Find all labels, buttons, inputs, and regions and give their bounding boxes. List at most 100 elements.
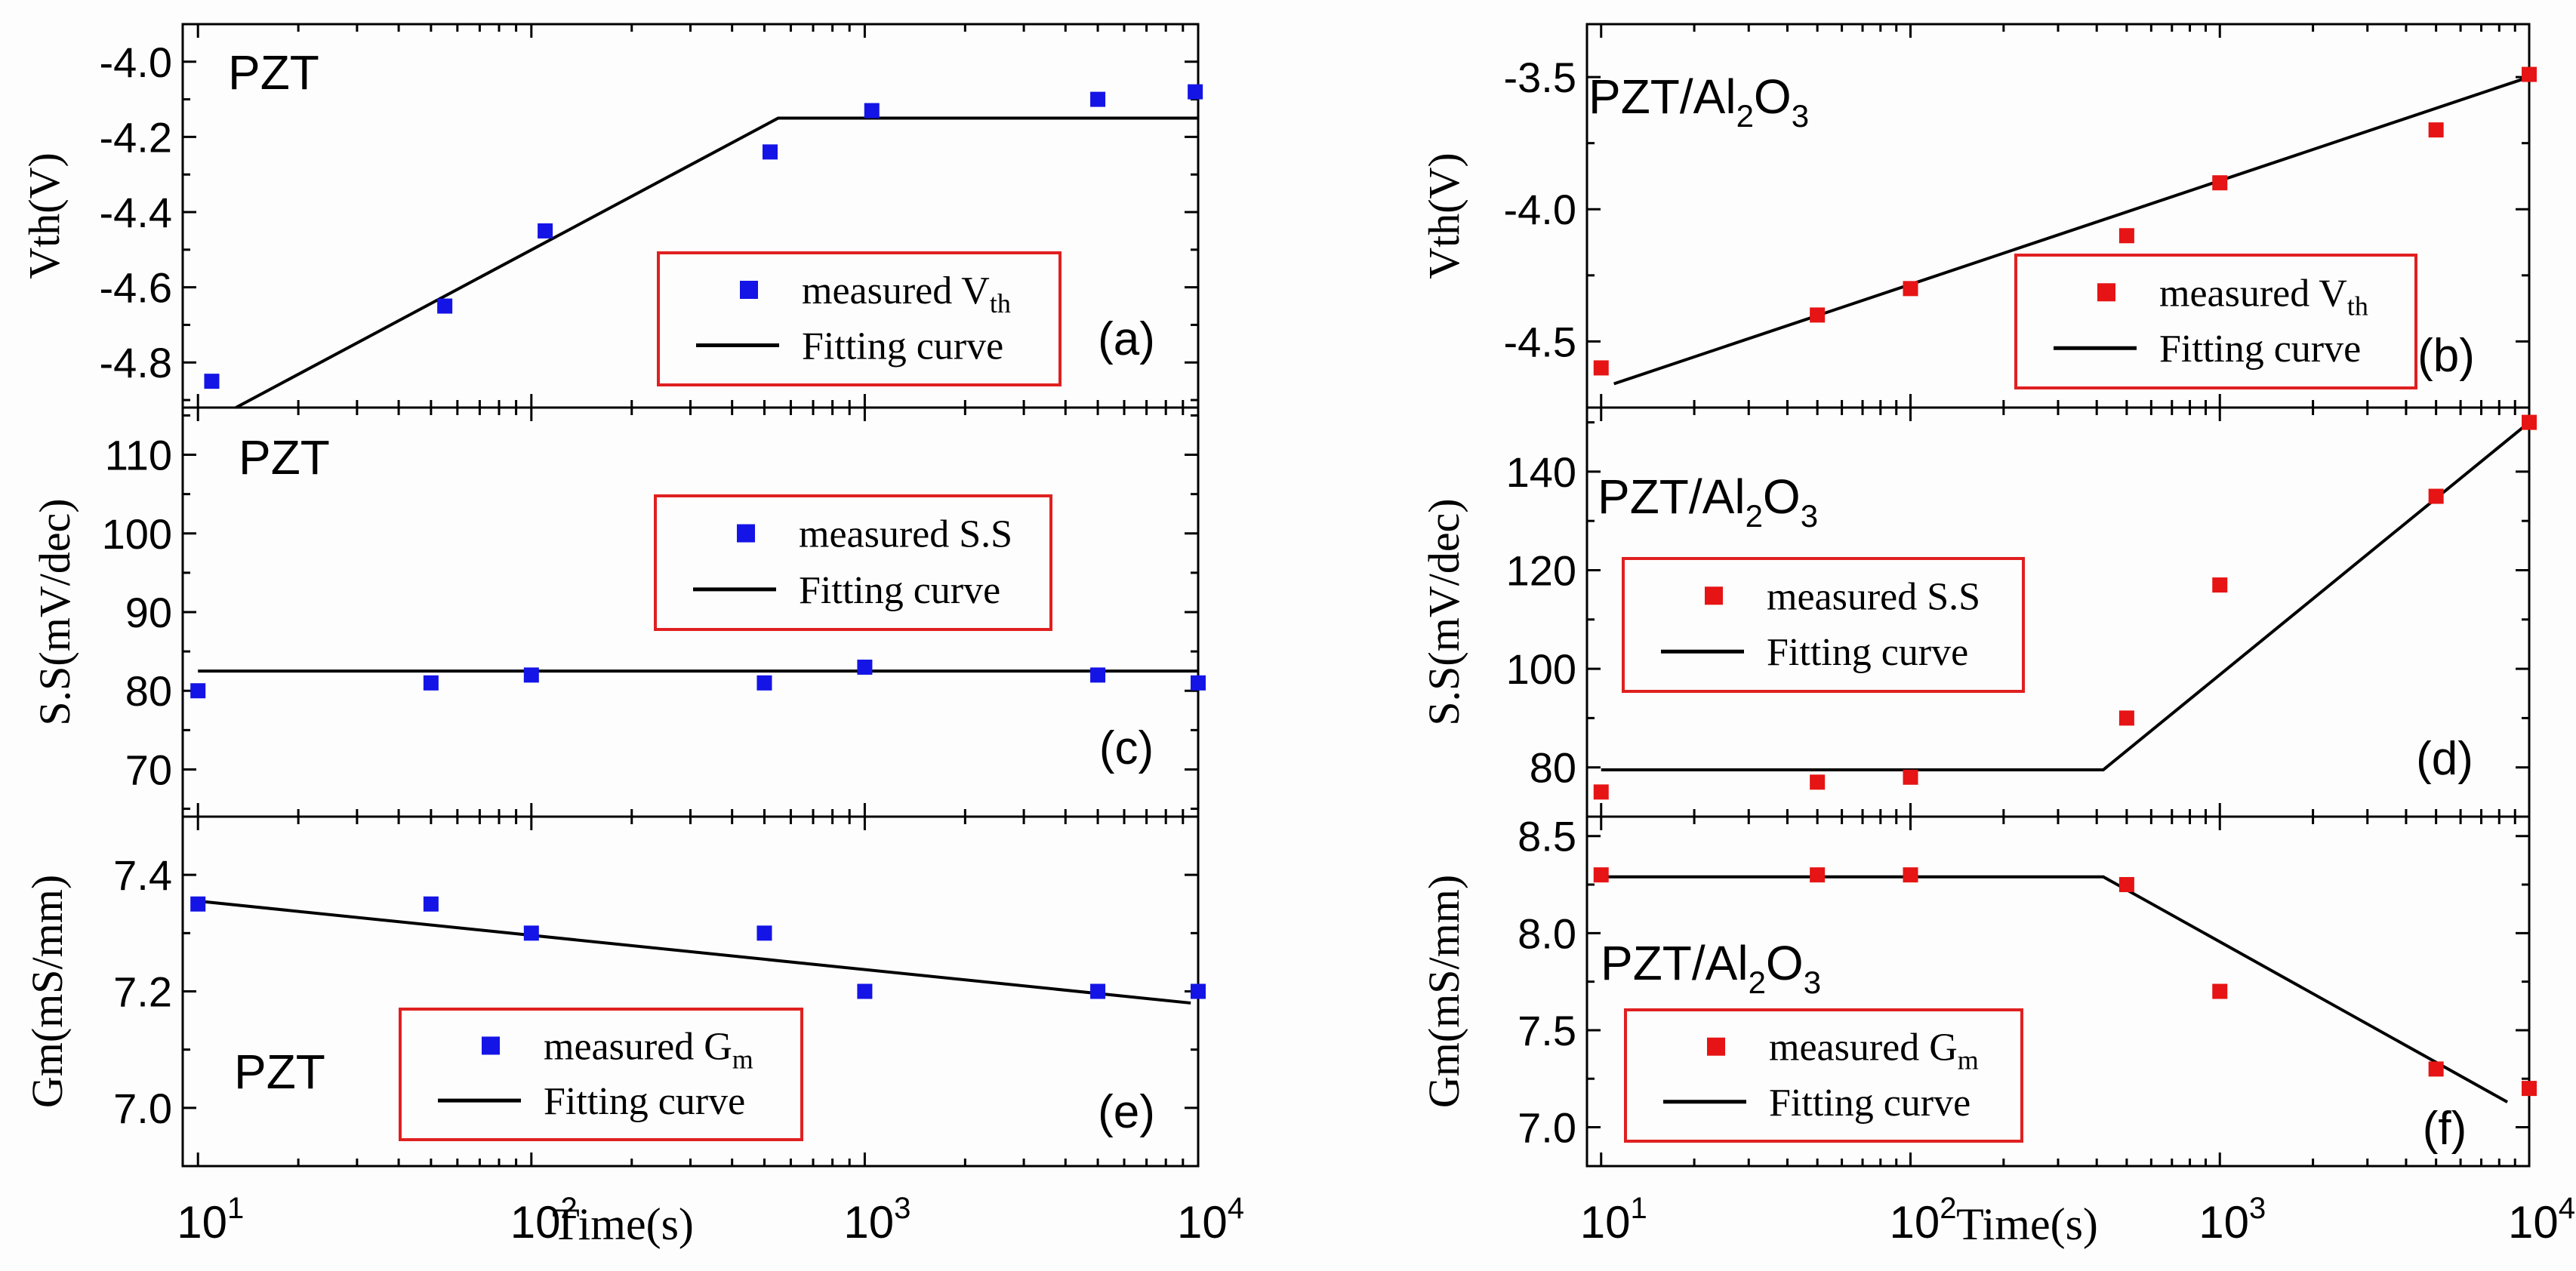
material-label: PZT [234, 1045, 325, 1099]
panel-label: (b) [2417, 330, 2475, 382]
measured-point [2118, 877, 2134, 893]
x-tick-label: 102 [1889, 1192, 1956, 1248]
legend-fit-label: Fitting curve [1767, 631, 1968, 674]
y-axis-label: Vth(V) [1419, 152, 1468, 279]
y-axis: 80 100 120 140 [1506, 421, 2529, 792]
y-axis: 70 80 90 100 110 [102, 414, 1198, 811]
measured-point [1090, 983, 1106, 999]
measured-point [2522, 66, 2537, 82]
measured-point [2212, 983, 2228, 999]
legend-box [399, 1008, 803, 1141]
y-tick-label: 7.2 [113, 968, 172, 1016]
y-tick-label: 80 [1530, 744, 1576, 792]
legend: measured S.S Fitting curve [654, 494, 1052, 631]
y-tick-label: 110 [105, 432, 172, 479]
measured-series [190, 659, 1206, 699]
x-ticks [181, 24, 1200, 408]
x-ticks [1585, 817, 2531, 1166]
legend-box [654, 494, 1052, 631]
measured-point [756, 925, 772, 941]
y-tick-label: -4.0 [1504, 186, 1577, 233]
material-label: PZT/Al2O3 [1601, 936, 1821, 1000]
y-tick-label: 100 [102, 510, 172, 558]
measured-point [1191, 983, 1206, 999]
legend-marker [740, 281, 758, 299]
measured-series [1593, 66, 2537, 376]
measured-point [857, 983, 873, 999]
measured-series [1593, 414, 2537, 800]
y-tick-label: 8.0 [1518, 909, 1576, 957]
y-tick-label: -4.8 [100, 339, 173, 386]
plot-frame [181, 406, 1200, 818]
y-tick-label: 120 [1506, 546, 1576, 594]
y-tick-label: 100 [1506, 645, 1576, 693]
fitting-curve [235, 116, 1198, 409]
panel-label: (d) [2416, 733, 2473, 785]
y-axis-label: S.S(mV/dec) [30, 498, 79, 725]
material-label: PZT/Al2O3 [1588, 69, 1809, 134]
legend-measured-label: measured Gm [1769, 1026, 1979, 1076]
legend: measured Gm Fitting curve [1624, 1008, 2023, 1143]
y-tick-label: 70 [125, 746, 172, 793]
legend-measured-label: measured S.S [1767, 575, 1980, 618]
measured-point [523, 925, 539, 941]
measured-point [756, 675, 772, 691]
measured-point [2118, 710, 2134, 726]
legend: measured Vth Fitting curve [2014, 254, 2417, 389]
measured-point [1810, 867, 1826, 883]
x-tick-label: 104 [1177, 1192, 1244, 1248]
measured-point [1090, 91, 1106, 107]
measured-series [1593, 867, 2537, 1097]
measured-point [2428, 488, 2444, 504]
panel-d: 80 100 120 140 S.S(mV/dec) PZT/Al2O3 measured … [1419, 406, 2537, 818]
y-tick-label: 140 [1506, 448, 1576, 496]
legend-fit-label: Fitting curve [2159, 328, 2361, 371]
panel-f: 7.0 7.5 8.0 8.5 Gm(mS/mm) PZT/Al2O3 measured G… [1419, 813, 2537, 1168]
y-tick-label: 8.5 [1518, 813, 1576, 860]
legend-fit-label: Fitting curve [1769, 1082, 1971, 1125]
panel-b: -4.5 -4.0 -3.5 Vth(V) PZT/Al2O3 measured Vth F… [1419, 23, 2537, 409]
legend-marker [1705, 586, 1723, 605]
measured-point [437, 298, 453, 314]
legend-measured-label: measured S.S [799, 513, 1012, 556]
measured-point [190, 683, 206, 699]
x-axis-label: Time(s) [1956, 1199, 2098, 1249]
material-label: PZT [239, 430, 330, 485]
measured-point [1903, 769, 1918, 785]
y-tick-label: -4.4 [100, 189, 173, 236]
material-label: PZT/Al2O3 [1598, 469, 1818, 534]
y-tick-label: 7.5 [1518, 1007, 1576, 1054]
measured-point [423, 675, 439, 691]
x-tick-label: 102 [510, 1192, 578, 1248]
legend-marker [737, 524, 755, 543]
y-axis-label: Gm(mS/mm) [23, 875, 72, 1108]
measured-point [2212, 577, 2228, 593]
x-tick-label: 101 [177, 1192, 244, 1248]
measured-point [2428, 1061, 2444, 1077]
y-axis-label: Vth(V) [20, 152, 69, 279]
measured-point [1188, 84, 1203, 100]
panel-e: 7.0 7.2 7.4 Gm(mS/mm) PZT measured Gm Fitting … [23, 815, 1206, 1168]
measured-point [2522, 414, 2537, 430]
panel-c: 70 80 90 100 110 S.S(mV/dec) PZT measured S.S Fi… [30, 406, 1206, 818]
measured-point [1593, 784, 1609, 800]
y-axis: -4.8 -4.6 -4.4 -4.2 -4.0 [100, 38, 1198, 402]
legend-fit-label: Fitting curve [799, 569, 1000, 612]
legend-measured-label: measured Gm [544, 1025, 753, 1074]
x-axis-label: Time(s) [552, 1199, 694, 1249]
x-axis: 101 102 103 104 Time(s) 101 102 103 104 Time(s) [177, 1192, 2575, 1249]
y-axis: 7.0 7.5 8.0 8.5 [1518, 813, 2529, 1152]
legend: measured Gm Fitting curve [399, 1008, 803, 1141]
y-axis-label: Gm(mS/mm) [1419, 875, 1468, 1108]
y-axis: 7.0 7.2 7.4 [113, 851, 1198, 1132]
x-ticks [1585, 408, 2531, 817]
plot-frame [181, 23, 1200, 409]
y-tick-label: 7.0 [1518, 1104, 1576, 1152]
measured-series [190, 896, 1206, 999]
measured-point [1090, 667, 1106, 683]
x-tick-label: 103 [843, 1192, 911, 1248]
fitting-curve [1613, 75, 2530, 386]
legend-box [1622, 557, 2025, 693]
y-tick-label: 90 [125, 589, 172, 636]
